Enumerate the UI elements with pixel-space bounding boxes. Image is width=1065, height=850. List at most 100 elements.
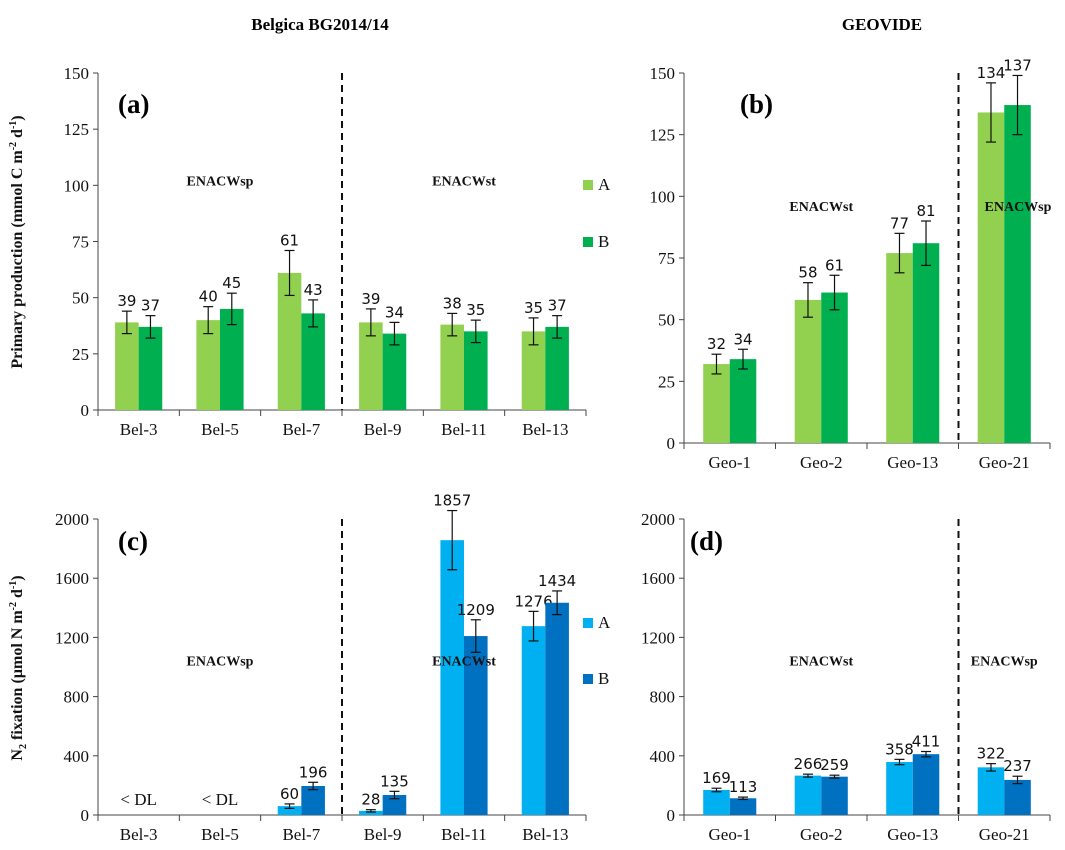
data-label: 38 — [443, 294, 462, 312]
bar-b-geo-13 — [912, 243, 940, 443]
bar-a-geo-13 — [886, 762, 913, 815]
y-tick-label: 1200 — [55, 628, 89, 647]
legend-label: B — [598, 232, 609, 251]
bar-a-geo-21 — [977, 767, 1005, 815]
bar-a-bel-13 — [521, 331, 546, 410]
y-tick-label: 75 — [658, 249, 675, 268]
y-tick-label: 0 — [667, 806, 676, 825]
y-tick-label: 2000 — [55, 510, 89, 529]
panel-label: (b) — [740, 89, 773, 119]
x-tick-label: Geo-2 — [800, 453, 842, 472]
panel-d-chart: 0 400 800 1200 1600 2000 Geo-1 Geo-2 Geo-13 Geo-2… — [641, 510, 1051, 844]
y-tick-label: 2000 — [641, 510, 675, 529]
bar-a-bel-7 — [277, 806, 302, 815]
bar-a-geo-1 — [703, 364, 730, 443]
legend-swatch-a — [583, 618, 593, 628]
bar-b-bel-11 — [464, 331, 488, 410]
x-tick-label: Bel-9 — [364, 420, 402, 439]
data-label: 39 — [361, 290, 380, 308]
bar-b-geo-2 — [821, 776, 848, 815]
bar-a-geo-2 — [794, 299, 822, 443]
y-tick-label: 25 — [72, 345, 89, 364]
x-tick-label: Bel-13 — [522, 420, 568, 439]
x-tick-label: Bel-3 — [120, 825, 158, 844]
data-label: 1276 — [514, 592, 552, 610]
y-tick-label: 1600 — [55, 569, 89, 588]
data-label: 37 — [548, 297, 567, 315]
x-tick-label: Bel-7 — [282, 420, 320, 439]
data-label: 1209 — [457, 601, 495, 619]
bar-a-bel-11 — [440, 324, 464, 410]
x-tick-label: Bel-5 — [201, 420, 239, 439]
data-label: 259 — [820, 756, 849, 774]
below-detection-label: < DL — [202, 790, 239, 809]
bar-a-geo-13 — [886, 253, 913, 443]
data-label: 113 — [729, 778, 758, 796]
bar-b-bel-7 — [301, 785, 325, 815]
ylabel-primary-production: Primary production (mmol C m-2 d-1) — [8, 115, 26, 368]
bar-a-geo-21 — [977, 112, 1005, 443]
ylabel-n2-fixation: N2 fixation (µmol N m-2 d-1) — [8, 575, 29, 760]
data-label: 35 — [466, 301, 485, 319]
legend-label: A — [598, 175, 611, 194]
y-tick-label: 150 — [650, 64, 676, 83]
x-tick-label: Geo-13 — [887, 453, 938, 472]
x-tick-label: Geo-13 — [887, 825, 938, 844]
panel-label: (d) — [690, 526, 723, 556]
panel-label: (a) — [118, 89, 149, 119]
data-label: 28 — [361, 791, 380, 809]
data-label: 358 — [885, 740, 914, 758]
y-tick-label: 75 — [72, 233, 89, 252]
bar-b-bel-5 — [220, 308, 244, 410]
data-label: 60 — [280, 785, 299, 803]
legend-label: B — [598, 669, 609, 688]
data-label: 34 — [733, 330, 752, 348]
region-label: ENACWsp — [971, 655, 1038, 670]
panel-c-chart: 0 400 800 1200 1600 2000 Bel-3 Bel-5 Bel-7 Bel-9 B… — [55, 492, 611, 844]
bar-b-geo-21 — [1004, 105, 1031, 444]
x-tick-label: Geo-1 — [709, 453, 751, 472]
y-tick-label: 125 — [650, 126, 676, 145]
region-label: ENACWsp — [187, 655, 254, 670]
y-tick-label: 50 — [72, 289, 89, 308]
data-label: 45 — [222, 274, 241, 292]
data-label: 266 — [794, 755, 823, 773]
y-tick-label: 0 — [667, 434, 676, 453]
data-label: 1857 — [433, 492, 471, 510]
data-label: 77 — [890, 214, 909, 232]
data-label: 43 — [304, 281, 323, 299]
bar-b-geo-1 — [729, 359, 757, 443]
data-label: 58 — [798, 264, 817, 282]
data-label: 411 — [912, 733, 941, 751]
bar-b-bel-13 — [545, 602, 569, 815]
bar-b-bel-9 — [382, 795, 407, 815]
y-tick-label: 800 — [650, 688, 676, 707]
x-tick-label: Geo-21 — [979, 825, 1030, 844]
heading-left: Belgica BG2014/14 — [251, 15, 389, 34]
legend-swatch-b — [583, 237, 593, 247]
x-tick-label: Bel-11 — [441, 825, 487, 844]
bar-b-bel-3 — [138, 326, 163, 410]
x-tick-label: Geo-1 — [709, 825, 751, 844]
y-tick-label: 0 — [81, 401, 90, 420]
region-label: ENACWst — [432, 174, 496, 189]
data-label: 322 — [977, 745, 1006, 763]
bar-b-geo-21 — [1004, 779, 1031, 815]
bar-a-bel-3 — [115, 322, 139, 410]
bar-a-bel-9 — [359, 810, 383, 815]
bar-b-bel-7 — [301, 313, 325, 410]
x-tick-label: Bel-3 — [120, 420, 158, 439]
data-label: 39 — [117, 292, 136, 310]
data-label: 135 — [380, 772, 409, 790]
region-label: ENACWst — [432, 655, 496, 670]
data-label: 196 — [299, 763, 328, 781]
y-tick-label: 0 — [81, 806, 90, 825]
data-label: 34 — [385, 303, 404, 321]
y-tick-label: 125 — [64, 120, 90, 139]
bar-b-geo-2 — [821, 292, 848, 443]
bar-a-bel-9 — [359, 322, 383, 410]
data-label: 1434 — [538, 572, 576, 590]
legend-label: A — [598, 613, 611, 632]
region-label: ENACWsp — [985, 200, 1052, 215]
bar-b-bel-9 — [382, 333, 407, 410]
